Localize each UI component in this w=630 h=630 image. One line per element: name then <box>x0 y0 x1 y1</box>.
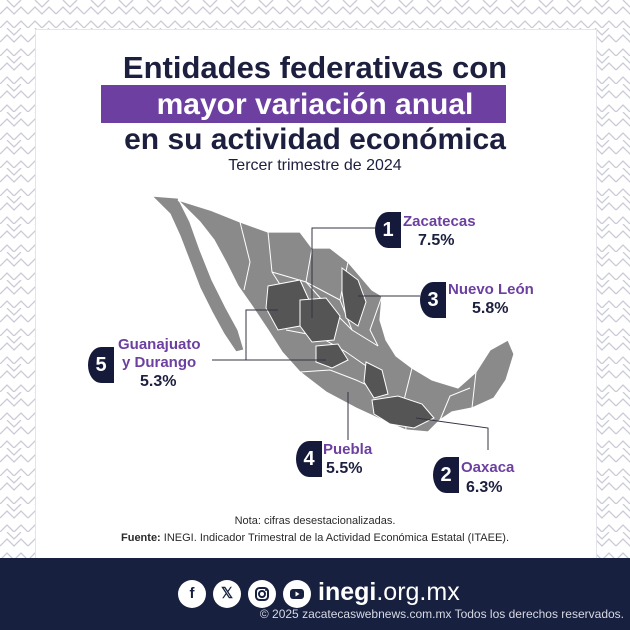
title-highlight-band <box>101 85 506 123</box>
rank-badge: 4 <box>296 441 322 477</box>
map-state-nuevo-leon <box>341 267 367 327</box>
map-region-baja-california <box>150 195 245 353</box>
facebook-icon[interactable]: f <box>178 580 206 608</box>
rank-badge: 5 <box>88 347 114 383</box>
source-description: INEGI. Indicador Trimestral de la Activi… <box>160 532 509 544</box>
rank-badge: 2 <box>433 457 459 493</box>
callout-leader-lines <box>212 227 489 450</box>
state-value: 6.3% <box>466 479 503 496</box>
state-name-line-2: y Durango <box>122 354 197 371</box>
title-line-3: en su actividad económica <box>124 123 506 156</box>
rank-badge: 3 <box>420 282 446 318</box>
state-name: Zacatecas <box>403 213 476 230</box>
map-state-puebla <box>363 361 389 399</box>
leader-line-zacatecas <box>311 227 380 318</box>
note-text: Nota: cifras desestacionalizadas. <box>234 515 396 527</box>
state-name: Nuevo León <box>448 281 534 298</box>
instagram-icon[interactable] <box>248 580 276 608</box>
leader-line-guanajuato-durango <box>245 309 278 360</box>
title-line-2: mayor variación anual <box>156 88 474 121</box>
rank-badge: 1 <box>375 212 401 248</box>
subtitle: Tercer trimestre de 2024 <box>228 157 402 174</box>
state-name: Puebla <box>323 441 373 458</box>
state-name: Guanajuato <box>118 336 201 353</box>
state-value: 7.5% <box>418 232 455 249</box>
youtube-icon[interactable] <box>283 580 311 608</box>
x-icon[interactable]: 𝕏 <box>213 580 241 608</box>
state-value: 5.5% <box>326 460 363 477</box>
site-url-bold: inegi <box>318 578 377 606</box>
map-state-oaxaca <box>371 395 435 429</box>
map-state-guanajuato <box>315 343 349 369</box>
title-line-1: Entidades federativas con <box>122 50 508 85</box>
site-url-rest: .org.mx <box>376 578 460 606</box>
map-state-zacatecas <box>299 297 341 343</box>
copyright-text: © 2025 zacatecaswebnews.com.mx Todos los… <box>259 607 624 621</box>
source-label: Fuente: <box>121 532 161 544</box>
source-text: Fuente: INEGI. Indicador Trimestral de l… <box>0 532 630 544</box>
site-url[interactable]: inegi.org.mx <box>318 578 460 607</box>
state-value: 5.8% <box>472 300 509 317</box>
footer-bar <box>0 558 630 630</box>
leader-line-oaxaca <box>415 417 489 450</box>
state-value: 5.3% <box>140 373 177 390</box>
state-name: Oaxaca <box>461 459 515 476</box>
